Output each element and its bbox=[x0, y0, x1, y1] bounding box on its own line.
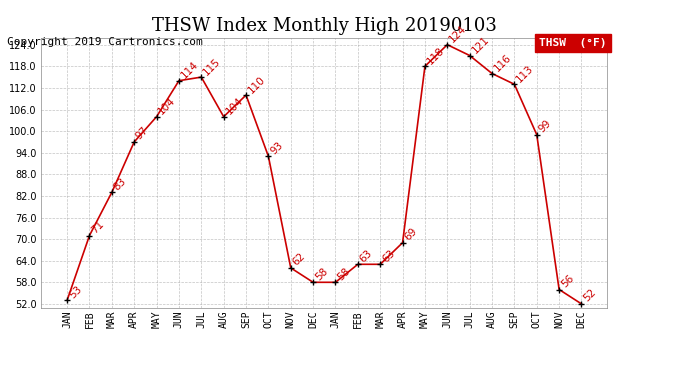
Text: 124: 124 bbox=[447, 24, 469, 45]
Text: 63: 63 bbox=[358, 248, 374, 264]
Text: THSW  (°F): THSW (°F) bbox=[539, 38, 607, 48]
Text: 93: 93 bbox=[268, 140, 285, 156]
Text: 99: 99 bbox=[537, 118, 553, 135]
Text: 110: 110 bbox=[246, 74, 267, 95]
Title: THSW Index Monthly High 20190103: THSW Index Monthly High 20190103 bbox=[152, 16, 497, 34]
Text: 115: 115 bbox=[201, 56, 222, 77]
Text: 121: 121 bbox=[470, 34, 491, 56]
Text: 118: 118 bbox=[425, 45, 446, 66]
Text: 56: 56 bbox=[559, 273, 575, 290]
Text: 113: 113 bbox=[514, 63, 535, 84]
Text: 116: 116 bbox=[492, 53, 513, 74]
Text: 114: 114 bbox=[179, 60, 200, 81]
Text: Copyright 2019 Cartronics.com: Copyright 2019 Cartronics.com bbox=[7, 37, 203, 47]
Text: 53: 53 bbox=[67, 284, 83, 300]
Text: 69: 69 bbox=[402, 226, 419, 243]
Text: 104: 104 bbox=[224, 96, 245, 117]
Text: 58: 58 bbox=[335, 266, 352, 282]
Text: 58: 58 bbox=[313, 266, 330, 282]
Text: 104: 104 bbox=[157, 96, 177, 117]
Text: 97: 97 bbox=[135, 126, 150, 142]
Text: 71: 71 bbox=[90, 219, 106, 236]
Text: 52: 52 bbox=[582, 288, 598, 304]
Text: 83: 83 bbox=[112, 176, 128, 192]
Text: 62: 62 bbox=[290, 252, 307, 268]
Text: 63: 63 bbox=[380, 248, 397, 264]
